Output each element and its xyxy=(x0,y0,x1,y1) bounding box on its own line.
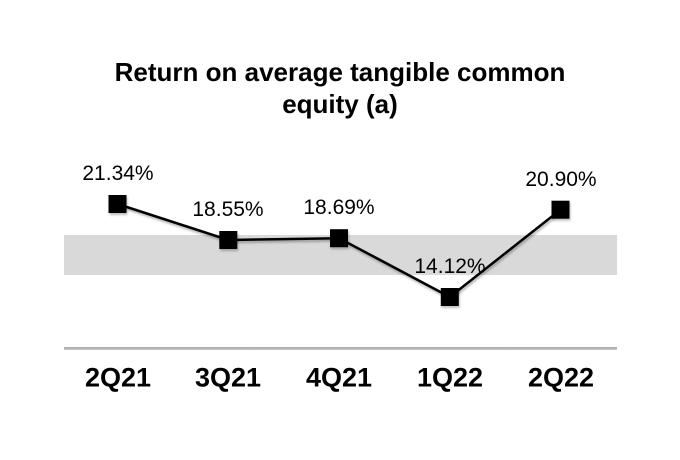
data-point-marker-2Q21 xyxy=(108,195,127,213)
x-axis-label-2Q22: 2Q22 xyxy=(527,362,595,393)
data-point-marker-4Q21 xyxy=(330,229,348,248)
data-point-label-2Q21: 21.34% xyxy=(82,162,154,185)
data-point-marker-3Q21 xyxy=(219,231,238,249)
data-point-label-3Q21: 18.55% xyxy=(192,198,264,221)
data-point-marker-1Q22 xyxy=(440,288,459,306)
data-point-label-4Q21: 18.69% xyxy=(303,196,375,219)
x-axis-label-3Q21: 3Q21 xyxy=(194,362,262,393)
data-point-label-1Q22: 14.12% xyxy=(414,255,486,278)
data-point-marker-2Q22 xyxy=(551,200,570,219)
x-axis-label-1Q22: 1Q22 xyxy=(416,362,484,393)
x-axis-label-4Q21: 4Q21 xyxy=(305,362,373,393)
x-axis-label-2Q21: 2Q21 xyxy=(84,362,152,393)
x-axis-line xyxy=(64,347,617,350)
data-point-label-2Q22: 20.90% xyxy=(525,168,597,191)
chart-title: Return on average tangible common equity… xyxy=(114,57,566,119)
